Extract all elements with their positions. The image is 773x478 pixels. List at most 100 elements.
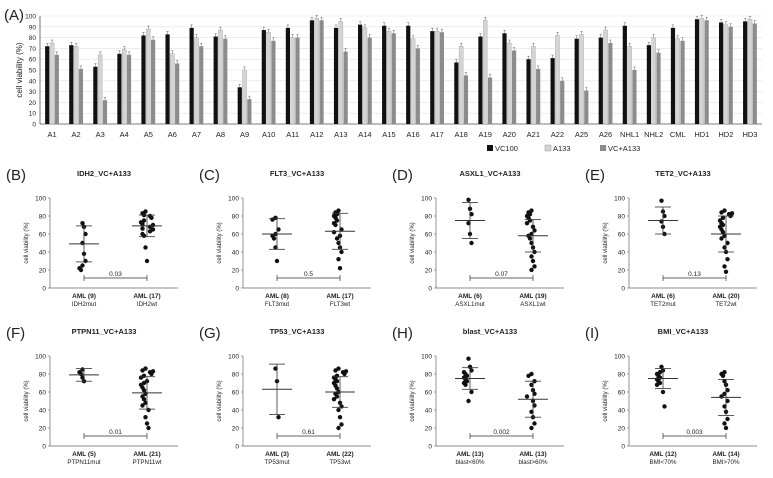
panel-a-bar-vc100-a22 (550, 58, 555, 125)
panel-a-bar-vca133-a21 (536, 68, 541, 124)
panel-d-group-sublabel: ASXL1wt (520, 301, 546, 308)
panel-b-data-point (78, 267, 84, 273)
panel-e-group-sublabel: TET2mut (650, 301, 676, 308)
panel-g-ytick-label: 60 (232, 389, 240, 396)
panel-a-bar-vc100-a16 (406, 25, 411, 124)
panel-h-ytick-label: 20 (425, 425, 433, 432)
panel-i-ytick-label: 0 (621, 443, 625, 450)
panel-a-category-label: A5 (144, 130, 153, 139)
panel-a-ylabel: cell viability (%) (15, 42, 24, 97)
panel-a-bar-vc100-a18 (454, 62, 459, 124)
panel-e-ytick-label: 80 (618, 213, 626, 220)
panel-a-bar-vc100-a26 (598, 37, 603, 124)
panel-h-ylabel: cell viability (%) (410, 380, 416, 421)
panel-h-ytick-label: 100 (421, 353, 432, 360)
panel-a-bar-vca133-nhl2 (656, 52, 661, 124)
panel-g-group-label: AML (22) (326, 451, 353, 458)
panel-a-bar-a133-a25 (579, 34, 584, 125)
panel-c-group-sublabel: FLT3wt (330, 301, 350, 308)
panel-c-data-point (334, 218, 340, 223)
panel-a-bar-vca133-a13 (343, 51, 348, 124)
panel-h-ytick-label: 80 (425, 371, 433, 378)
panel-a-bar-vca133-a8 (223, 38, 228, 124)
panel-d-ytick-label: 60 (425, 231, 433, 238)
panel-b-pvalue: 0.03 (109, 271, 122, 278)
panel-a-category-label: A9 (240, 130, 249, 139)
panel-i-ylabel: cell viability (%) (603, 380, 609, 421)
panel-a-ytick-label: 40 (29, 78, 37, 85)
panel-i-pvalue: 0.003 (686, 429, 703, 436)
panel-c-data-point (336, 257, 341, 262)
panel-d-group-sublabel: ASXL1mut (455, 301, 485, 308)
panel-c-ytick-label: 40 (232, 249, 240, 256)
panel-i-group-sublabel: BMI>70% (713, 459, 740, 466)
panel-c-data-point (331, 230, 337, 235)
panel-a-bar-vc100-a12 (309, 20, 315, 124)
panel-f-title: PTPN11_VC+A133 (72, 327, 137, 336)
panel-h-data-point (524, 394, 530, 399)
panel-a-ytick-label: 50 (29, 68, 37, 75)
panel-a-category-label: CML (670, 130, 686, 139)
panel-b-group-label: AML (9) (72, 293, 96, 300)
panel-a-ytick-label: 20 (29, 100, 37, 107)
panel-a-ytick-label: 70 (29, 46, 37, 53)
panel-a-ytick-label: 100 (25, 14, 36, 21)
panel-a-bar-vca133-a22 (560, 80, 565, 124)
panel-a-category-label: A25 (575, 130, 588, 139)
panel-d-data-point (529, 254, 534, 259)
panel-i-data-point (720, 373, 726, 378)
panel-f-group-sublabel: PTPN11mut (67, 459, 101, 466)
panel-a-category-label: A3 (96, 130, 105, 139)
panel-a-category-label: A26 (599, 130, 612, 139)
panel-g-data-point (276, 415, 281, 420)
panel-a-bar-vc100-nhl1 (622, 25, 627, 124)
panel-a-bar-a133-a13 (338, 21, 344, 125)
panel-a-bar-a133-a14 (362, 27, 368, 125)
panel-c-data-point (273, 245, 278, 250)
panel-a-bar-a133-a11 (290, 37, 295, 125)
panel-i-data-point (719, 394, 724, 399)
panel-e-data-point (662, 213, 667, 219)
panel-a-category-label: A14 (358, 130, 371, 139)
panel-a-category-label: HD2 (718, 130, 733, 139)
panel-a-category-label: A16 (406, 130, 419, 139)
panel-a-bar-vc100-a21 (526, 59, 531, 125)
panel-f-data-point (138, 375, 144, 380)
panel-a-bar-a133-hd2 (723, 24, 729, 125)
panel-b-data-point (80, 263, 85, 268)
panel-f-ytick-label: 20 (39, 425, 47, 432)
panel-a-bar-vc100-hd2 (719, 22, 724, 125)
panel-h-ytick-label: 60 (425, 389, 433, 396)
panel-a-ytick-label: 80 (29, 35, 37, 42)
panel-a-category-label: A8 (216, 130, 225, 139)
panel-f-ytick-label: 40 (39, 407, 47, 414)
panel-c-ytick-label: 60 (232, 231, 240, 238)
panel-c-group-label: AML (17) (326, 293, 353, 300)
panel-a-bar-a133-a7 (194, 37, 199, 125)
panel-e-group-label: AML (6) (651, 293, 675, 300)
panel-a-bar-a133-a18 (458, 46, 464, 125)
panel-h-group-label: AML (13) (519, 451, 546, 458)
panel-a-bar-vca133-a17 (439, 32, 444, 125)
panel-i-data-point (660, 389, 666, 395)
panel-e-data-point (659, 198, 664, 203)
panel-f-group-sublabel: PTPN11wt (132, 459, 161, 466)
panel-e-data-point (720, 230, 726, 235)
panel-h-group-sublabel: blast<60% (455, 459, 485, 466)
panel-c-data-point (336, 240, 341, 246)
panel-a-bar-a133-a15 (386, 30, 392, 125)
panel-d-data-point (466, 221, 471, 226)
panel-i-data-point (662, 404, 667, 409)
panel-a-bar-vc100-a20 (502, 33, 507, 124)
panel-g-data-point (339, 422, 344, 427)
panel-c-pvalue: 0.5 (304, 271, 313, 278)
panel-a-ytick-label: 0 (32, 122, 36, 129)
panel-d-pvalue: 0.07 (495, 271, 508, 278)
panel-h-title: blast_VC+A133 (463, 327, 517, 336)
panel-b-ytick-label: 20 (39, 267, 47, 274)
panel-g-data-point (334, 394, 340, 399)
panel-a-bar-vc100-a3 (93, 66, 98, 124)
panel-f-data-point (140, 368, 145, 373)
panel-g-data-point (342, 371, 347, 377)
